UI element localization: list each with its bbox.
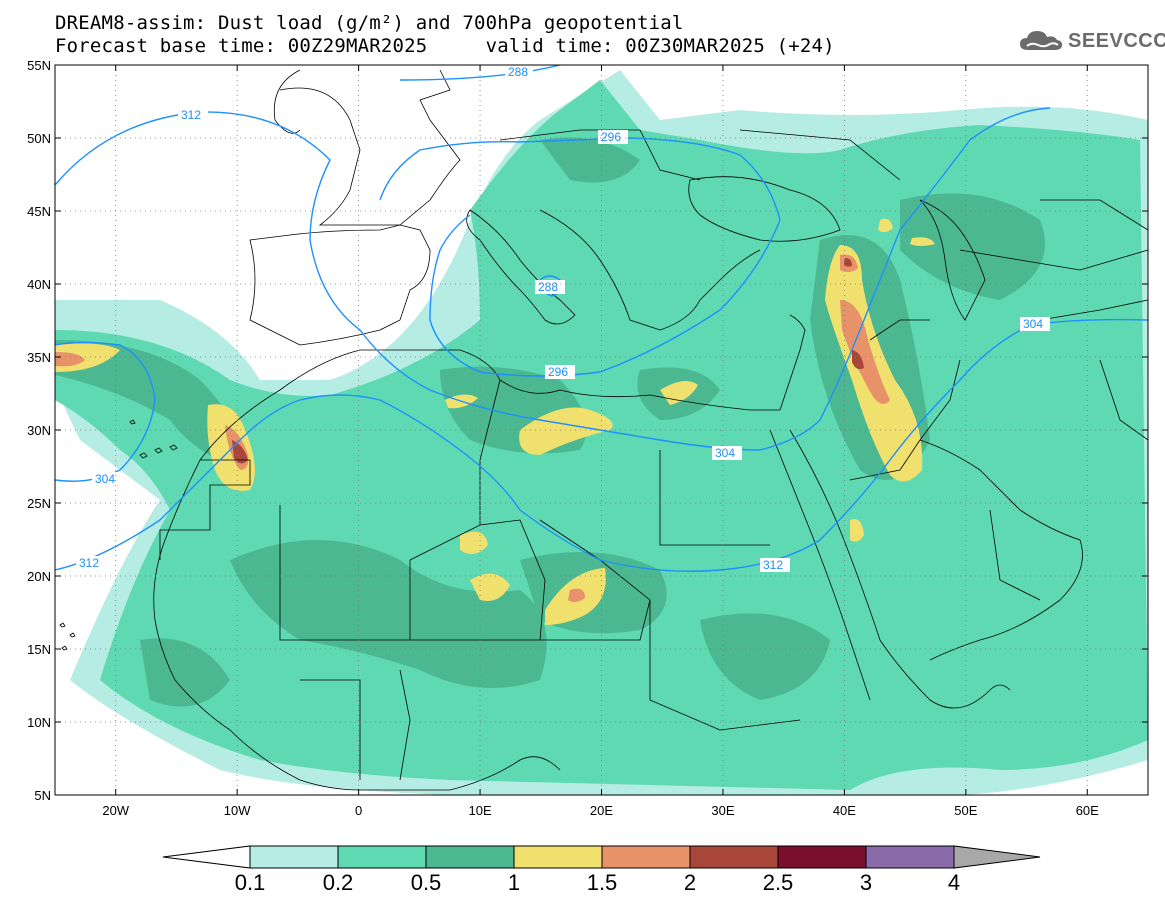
- lon-tick-label: 30E: [711, 803, 734, 818]
- lat-tick-label: 45N: [27, 204, 51, 219]
- lat-tick-label: 20N: [27, 569, 51, 584]
- lat-tick-label: 55N: [27, 58, 51, 73]
- seevccc-logo: SEEVCCC: [1018, 28, 1165, 54]
- contour-label: 304: [95, 472, 115, 486]
- colorbar-segment: [337, 845, 427, 869]
- contour-label: 296: [601, 130, 621, 144]
- lat-tick-label: 5N: [34, 788, 51, 803]
- colorbar-segment: [513, 845, 603, 869]
- colorbar-label: 0.1: [235, 870, 266, 895]
- colorbar-label: 0.5: [411, 870, 442, 895]
- axis-ticks: 20W 10W 0 10E 20E 30E 40E 50E 60E 55N 50N 45N 40N 35N…: [27, 58, 1148, 818]
- contour-label: 304: [715, 446, 735, 460]
- colorbar-label: 3: [860, 870, 872, 895]
- colorbar-label: 1: [508, 870, 520, 895]
- lon-tick-label: 20W: [102, 803, 129, 818]
- contour-label: 288: [538, 280, 558, 294]
- title-line-2: Forecast base time: 00Z29MAR2025 valid t…: [55, 35, 835, 57]
- contour-label: 312: [181, 108, 201, 122]
- colorbar-label: 0.2: [323, 870, 354, 895]
- colorbar-label: 4: [948, 870, 960, 895]
- contour-label: 288: [508, 65, 528, 79]
- lat-tick-label: 50N: [27, 131, 51, 146]
- colorbar-label: 2: [684, 870, 696, 895]
- colorbar-segment: [425, 845, 515, 869]
- contour-label: 304: [1023, 317, 1043, 331]
- colorbar-under-triangle: [162, 845, 251, 869]
- colorbar-segment: [777, 845, 867, 869]
- lon-tick-label: 10E: [468, 803, 491, 818]
- lon-tick-label: 50E: [954, 803, 977, 818]
- lat-tick-label: 25N: [27, 496, 51, 511]
- contour-label: 312: [79, 556, 99, 570]
- dust-field: [55, 70, 1148, 795]
- cloud-icon: [1020, 31, 1063, 50]
- lat-tick-label: 40N: [27, 277, 51, 292]
- lon-tick-label: 0: [355, 803, 362, 818]
- colorbar-segment: [689, 845, 779, 869]
- lat-tick-label: 15N: [27, 642, 51, 657]
- contour-label: 296: [548, 365, 568, 379]
- map-grid: [55, 65, 1148, 795]
- colorbar-label: 1.5: [587, 870, 618, 895]
- lat-tick-label: 10N: [27, 715, 51, 730]
- lon-tick-label: 60E: [1076, 803, 1099, 818]
- lon-tick-label: 20E: [590, 803, 613, 818]
- colorbar-segment: [865, 845, 955, 869]
- colorbar-segment: [601, 845, 691, 869]
- lat-tick-label: 30N: [27, 423, 51, 438]
- lon-tick-label: 40E: [833, 803, 856, 818]
- colorbar-label: 2.5: [763, 870, 794, 895]
- colorbar-segment: [249, 845, 339, 869]
- colorbar-over-triangle: [953, 845, 1041, 869]
- contour-label: 312: [763, 558, 783, 572]
- logo-text: SEEVCCC: [1068, 29, 1165, 52]
- lon-tick-label: 10W: [224, 803, 251, 818]
- colorbar: 0.1 0.2 0.5 1 1.5 2 2.5 3 4: [162, 845, 1041, 895]
- contour-labels: 288 296 312 288 296 304 304 312 312 304: [76, 65, 1050, 572]
- lat-tick-label: 35N: [27, 350, 51, 365]
- title-line-1: DREAM8-assim: Dust load (g/m²) and 700hP…: [55, 12, 684, 34]
